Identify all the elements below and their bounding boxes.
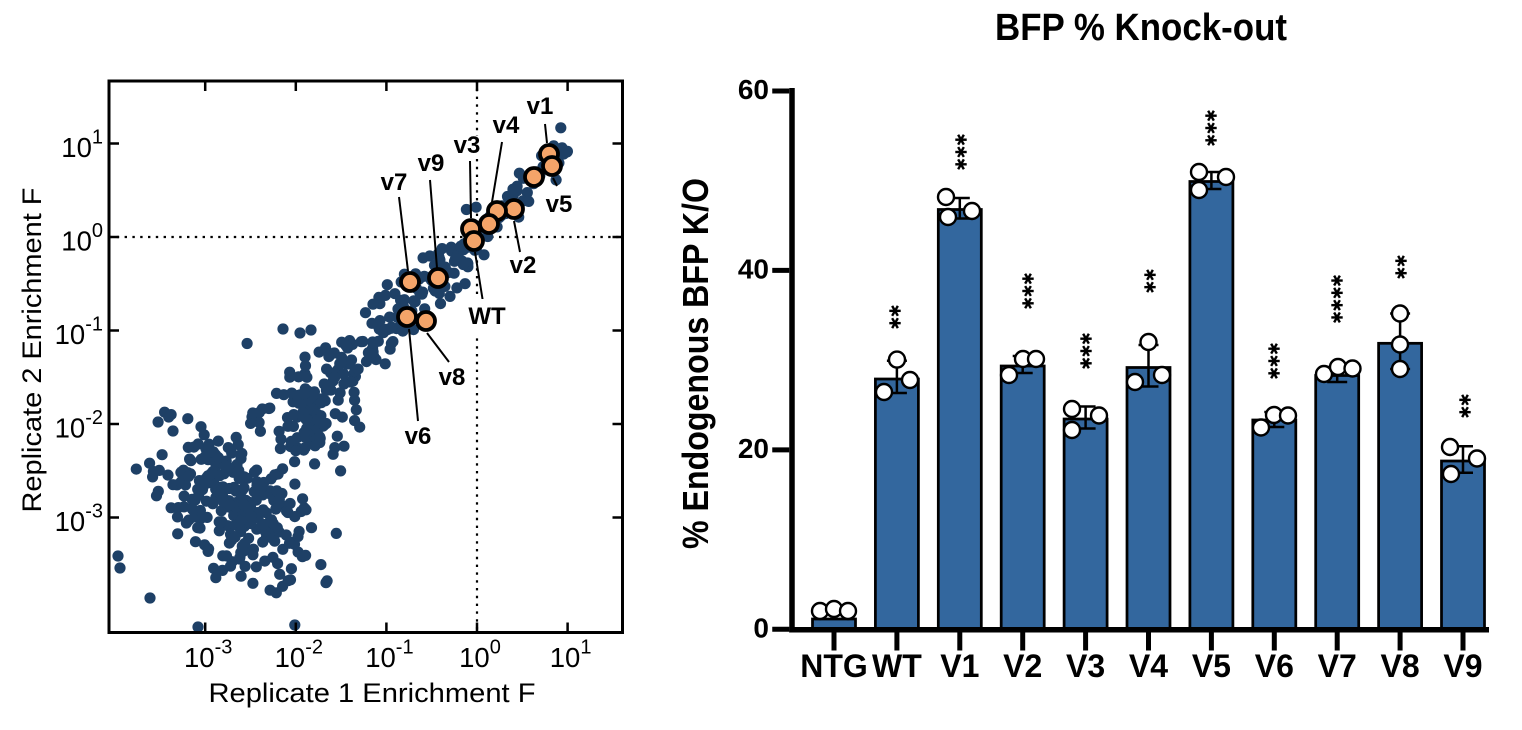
svg-text:10-3: 10-3 <box>184 637 232 674</box>
svg-text:v8: v8 <box>439 364 466 391</box>
svg-text:v2: v2 <box>510 252 537 279</box>
svg-text:v4: v4 <box>493 112 520 139</box>
svg-text:20: 20 <box>738 433 769 464</box>
svg-text:V1: V1 <box>940 648 979 684</box>
svg-text:V9: V9 <box>1443 648 1482 684</box>
svg-text:BFP % Knock-out: BFP % Knock-out <box>995 7 1287 49</box>
svg-text:NTG: NTG <box>800 648 868 684</box>
svg-text:v9: v9 <box>418 150 445 177</box>
svg-text:V7: V7 <box>1318 648 1357 684</box>
svg-text:Replicate 2 Enrichment F: Replicate 2 Enrichment F <box>17 188 47 513</box>
svg-text:10-2: 10-2 <box>55 407 103 444</box>
svg-text:60: 60 <box>738 74 769 105</box>
svg-text:v5: v5 <box>546 191 573 218</box>
svg-text:V4: V4 <box>1129 648 1168 684</box>
svg-text:V2: V2 <box>1003 648 1042 684</box>
svg-text:101: 101 <box>61 127 103 164</box>
svg-text:v6: v6 <box>405 423 432 450</box>
svg-text:v1: v1 <box>527 93 554 120</box>
svg-text:V8: V8 <box>1381 648 1420 684</box>
svg-text:v3: v3 <box>454 132 481 159</box>
svg-text:V6: V6 <box>1255 648 1294 684</box>
svg-text:0: 0 <box>753 612 769 643</box>
svg-text:40: 40 <box>738 253 769 284</box>
svg-text:V3: V3 <box>1066 648 1105 684</box>
svg-text:v7: v7 <box>381 169 408 196</box>
svg-text:WT: WT <box>468 303 506 330</box>
svg-text:% Endogenous BFP K/O: % Endogenous BFP K/O <box>675 178 716 549</box>
svg-text:WT: WT <box>872 648 922 684</box>
svg-text:V5: V5 <box>1192 648 1231 684</box>
svg-text:Replicate 1 Enrichment F: Replicate 1 Enrichment F <box>209 678 536 708</box>
